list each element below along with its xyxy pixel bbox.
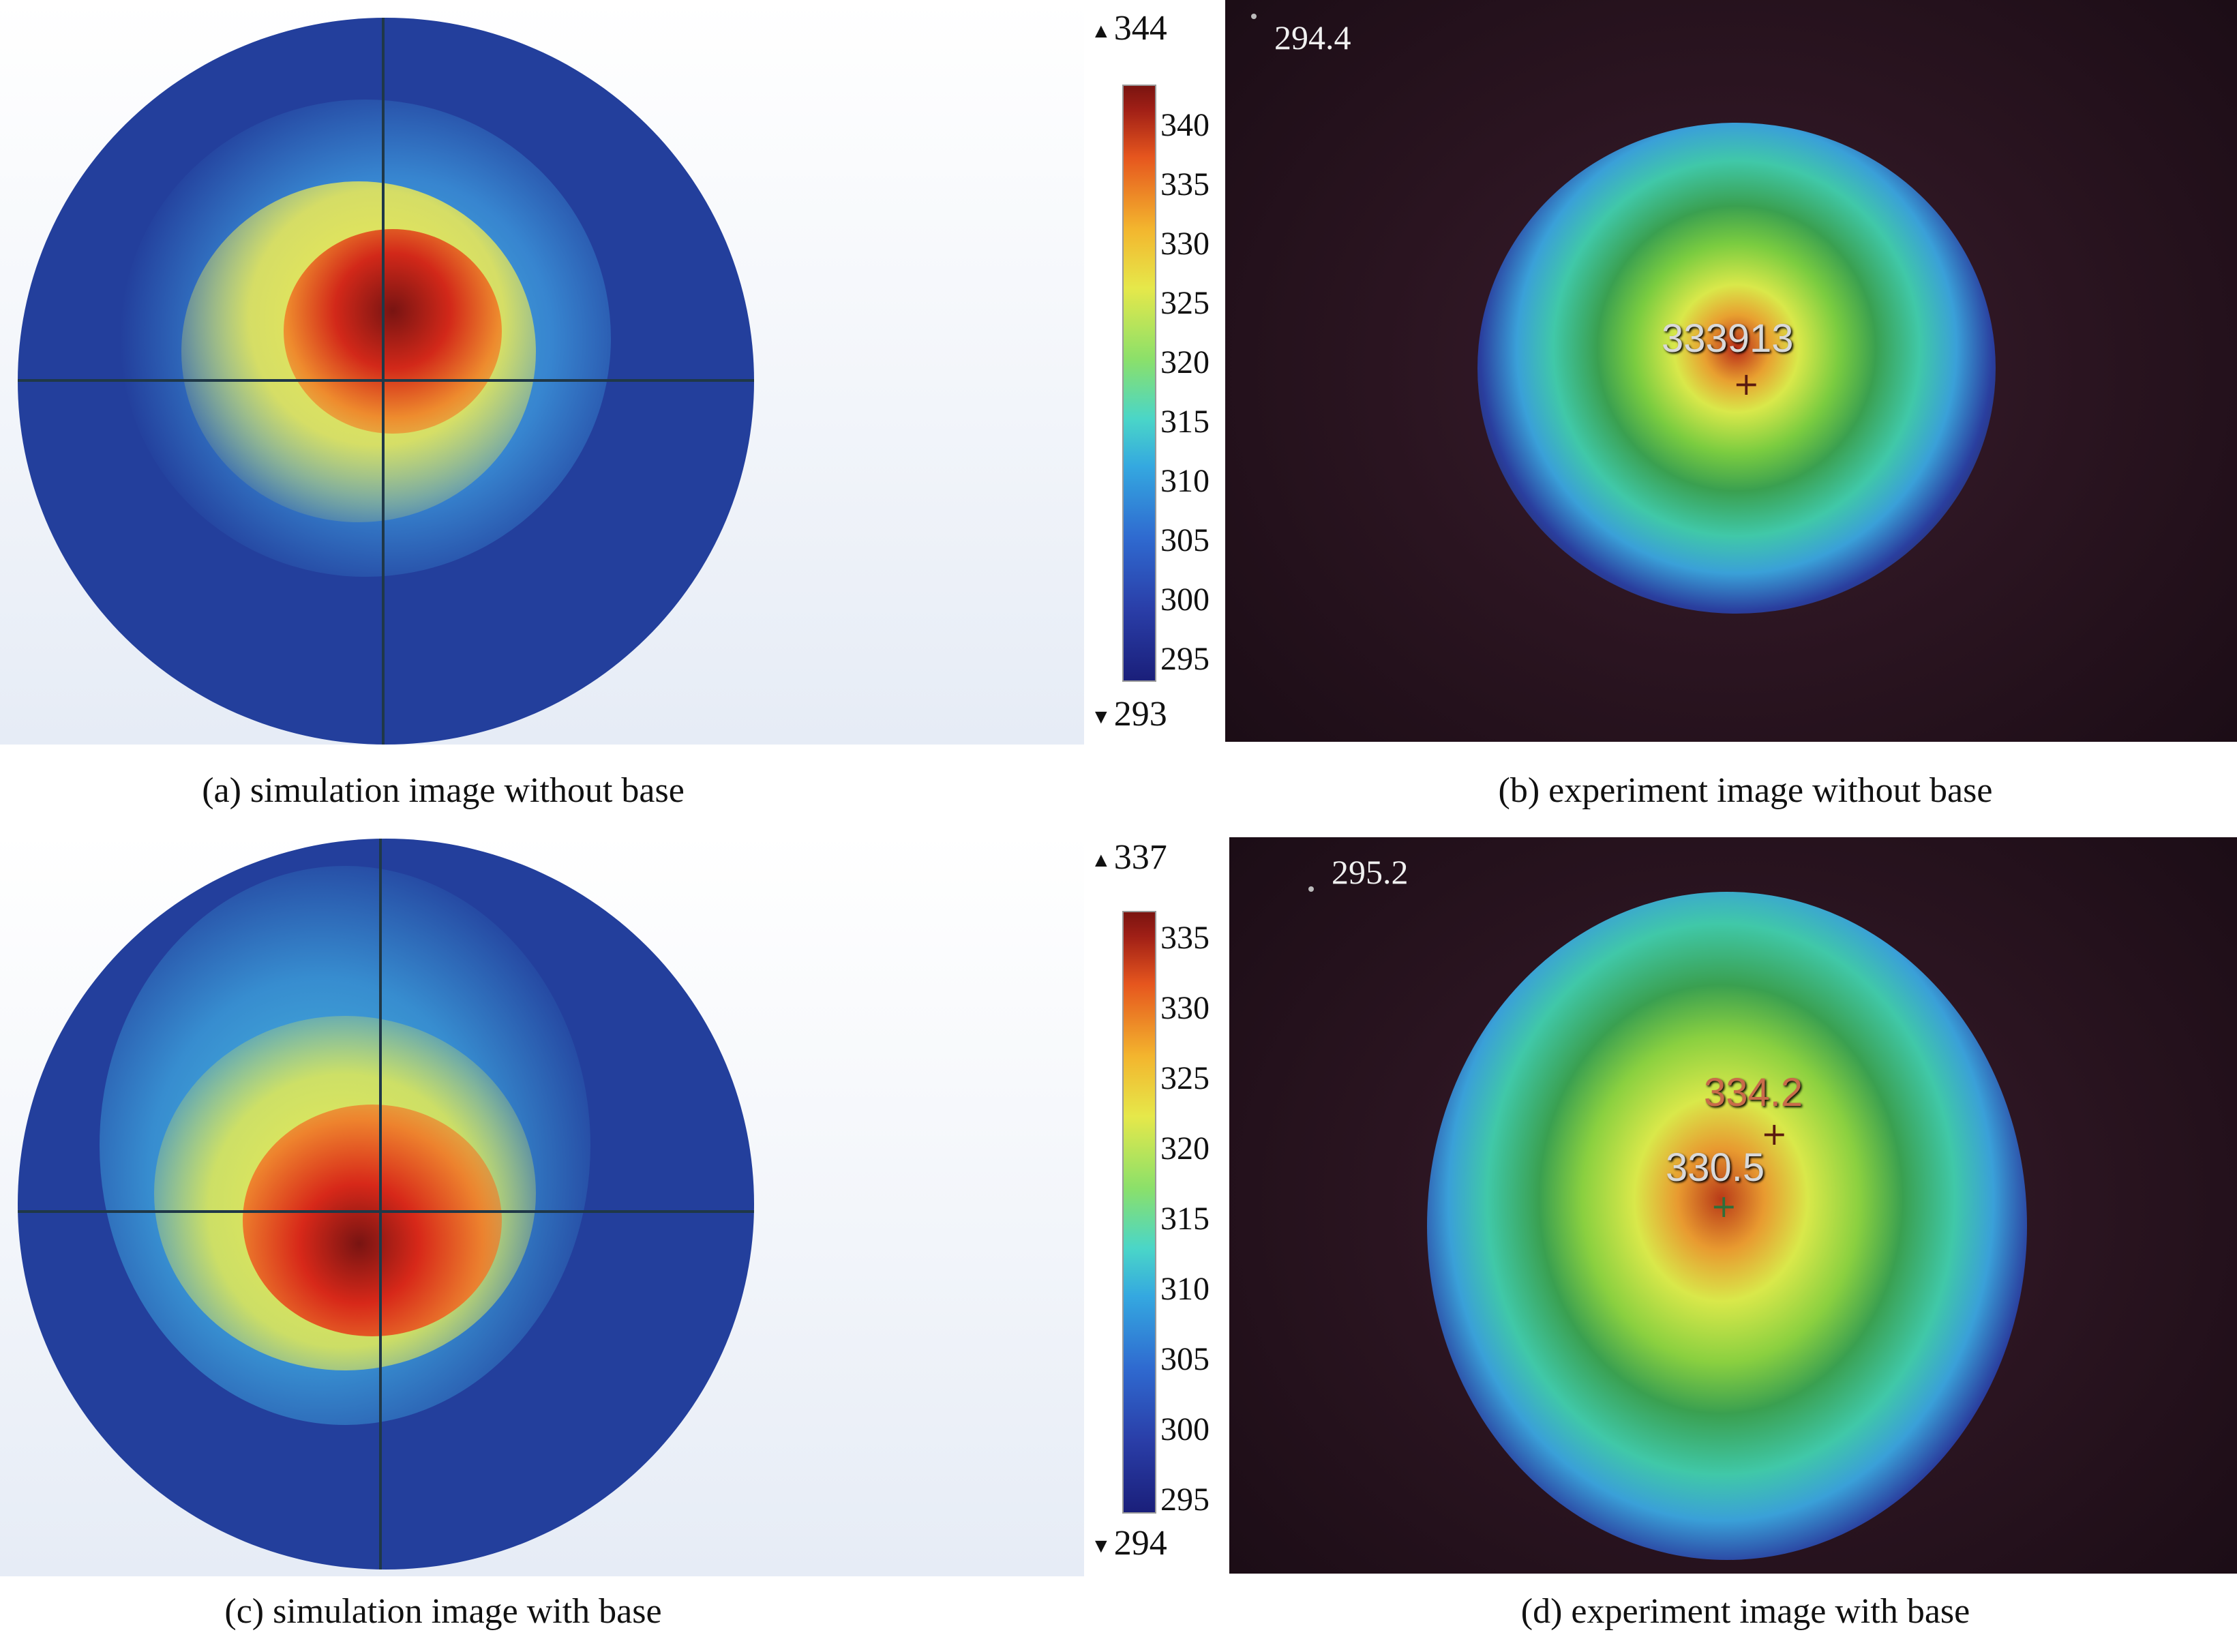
- colorbar-c-max: ▲337: [1091, 838, 1167, 877]
- max-arrow-icon: ▲: [1091, 20, 1111, 43]
- simulation-disk-c: [18, 839, 754, 1570]
- caption-d: (d) experiment image with base: [1520, 1592, 1970, 1631]
- colorbar-tick: 315: [1160, 404, 1210, 440]
- colorbar-tick: 305: [1160, 522, 1210, 558]
- caption-a: (a) simulation image without base: [202, 771, 685, 810]
- thermal-ring-b: [1477, 123, 1996, 614]
- colorbar-tick: 325: [1160, 1060, 1210, 1096]
- min-arrow-icon: ▼: [1091, 1535, 1111, 1558]
- colorbar-tick: 320: [1160, 344, 1210, 380]
- colorbar-tick: 310: [1160, 463, 1210, 499]
- colorbar-tick: 335: [1160, 920, 1210, 956]
- max-arrow-icon: ▲: [1091, 849, 1111, 872]
- colorbar-tick: 310: [1160, 1271, 1210, 1307]
- spot-marker-icon: +: [1733, 365, 1760, 402]
- colorbar-tick: 340: [1160, 107, 1210, 143]
- spot-marker-icon: +: [1711, 1188, 1737, 1225]
- colorbar-tick: 295: [1160, 1482, 1210, 1518]
- colorbar-a-min: ▼293: [1091, 695, 1167, 734]
- colorbar-tick: 325: [1160, 285, 1210, 321]
- hot-reading-d-1: 334.2: [1704, 1070, 1803, 1115]
- caption-c: (c) simulation image with base: [224, 1592, 662, 1631]
- panel-d-image: 295.2 334.2 + 330.5 +: [1229, 837, 2237, 1574]
- colorbar-tick: 300: [1160, 582, 1210, 618]
- caption-b: (b) experiment image without base: [1498, 771, 1993, 810]
- hot-reading-b: 333913: [1662, 316, 1794, 361]
- panel-a-image: [0, 0, 1084, 745]
- colorbar-tick: 335: [1160, 166, 1210, 202]
- colorbar-tick: 320: [1160, 1130, 1210, 1167]
- colorbar-tick: 305: [1160, 1341, 1210, 1377]
- panel-b-image: 294.4 333913 +: [1225, 0, 2237, 742]
- colorbar-a-max: ▲344: [1091, 9, 1167, 48]
- colorbar-tick: 300: [1160, 1411, 1210, 1447]
- corner-reading-d: 295.2: [1332, 853, 1409, 891]
- thermal-ring-d: [1427, 892, 2027, 1560]
- colorbar-tick: 295: [1160, 641, 1210, 677]
- min-arrow-icon: ▼: [1091, 706, 1111, 729]
- panel-c-image: [0, 832, 1084, 1576]
- colorbar-tick: 315: [1160, 1201, 1210, 1237]
- colorbar-c: [1122, 911, 1156, 1514]
- colorbar-tick: 330: [1160, 990, 1210, 1026]
- simulation-disk-a: [18, 18, 754, 745]
- colorbar-c-min: ▼294: [1091, 1524, 1167, 1563]
- colorbar-a: [1122, 85, 1156, 682]
- colorbar-tick: 330: [1160, 226, 1210, 262]
- spot-marker-icon: +: [1761, 1115, 1788, 1152]
- hot-reading-d-2: 330.5: [1666, 1145, 1765, 1190]
- corner-reading-b: 294.4: [1274, 18, 1351, 57]
